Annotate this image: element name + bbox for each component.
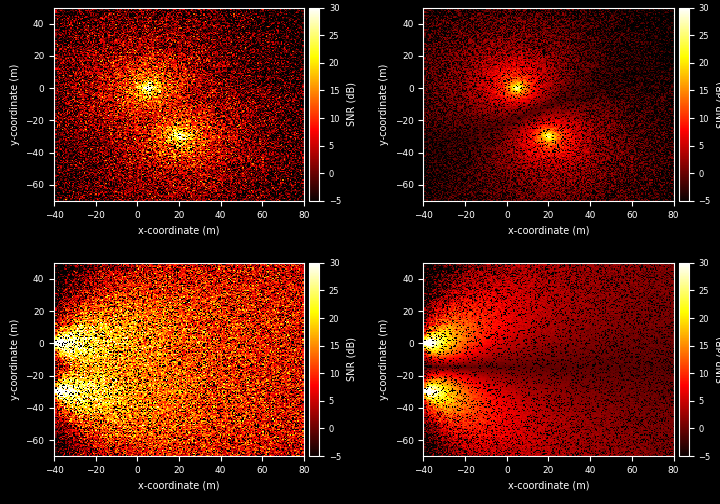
Y-axis label: SNR (dB): SNR (dB): [346, 338, 356, 382]
Y-axis label: y-coordinate (m): y-coordinate (m): [10, 64, 19, 145]
Y-axis label: SINR (dB): SINR (dB): [716, 336, 720, 383]
Y-axis label: y-coordinate (m): y-coordinate (m): [10, 319, 19, 400]
X-axis label: x-coordinate (m): x-coordinate (m): [138, 480, 220, 490]
X-axis label: x-coordinate (m): x-coordinate (m): [508, 225, 589, 235]
Y-axis label: y-coordinate (m): y-coordinate (m): [379, 319, 390, 400]
Y-axis label: SNR (dB): SNR (dB): [346, 82, 356, 126]
X-axis label: x-coordinate (m): x-coordinate (m): [138, 225, 220, 235]
Y-axis label: SINR (dB): SINR (dB): [716, 81, 720, 128]
Y-axis label: y-coordinate (m): y-coordinate (m): [379, 64, 390, 145]
X-axis label: x-coordinate (m): x-coordinate (m): [508, 480, 589, 490]
